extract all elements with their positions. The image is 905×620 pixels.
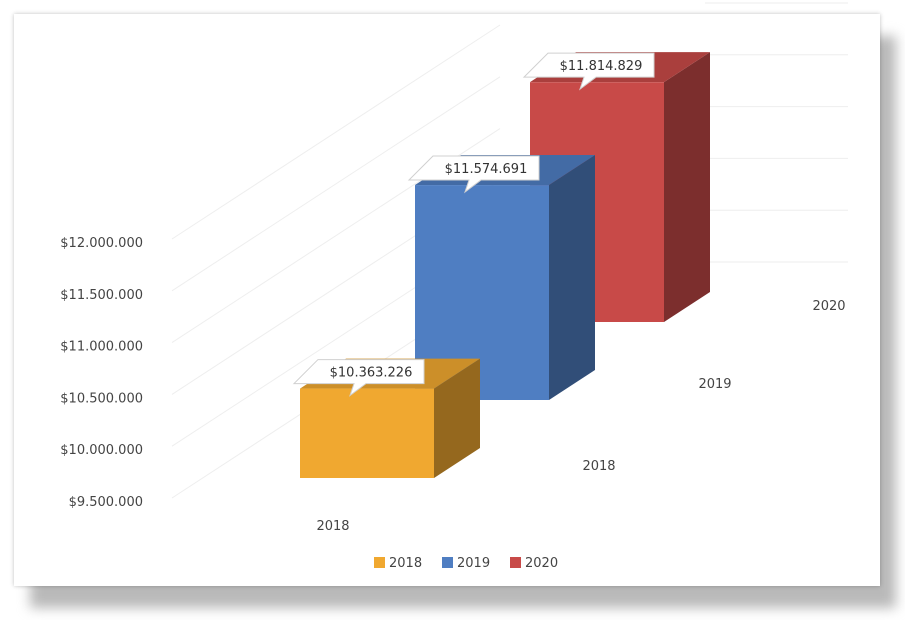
- depth-axis-label: 2020: [812, 299, 845, 314]
- y-tick-label: $11.000.000: [60, 340, 143, 355]
- legend-item-2018: 2018: [374, 556, 422, 571]
- data-label-2018: $10.363.226: [292, 359, 425, 397]
- legend-label: 2019: [457, 556, 490, 571]
- legend: 2018 2019 2020: [374, 556, 558, 571]
- data-label-2020: $11.814.829: [522, 52, 655, 91]
- data-labels: $10.363.226 $11.574.691 $11.814.829: [292, 52, 655, 397]
- depth-axis-label: 2018: [582, 459, 615, 474]
- bar-side-2020: [664, 52, 710, 322]
- gridline-diag: [171, 76, 501, 292]
- legend-label: 2020: [525, 556, 558, 571]
- data-label-text: $11.574.691: [445, 162, 528, 177]
- legend-label: 2018: [389, 556, 422, 571]
- data-label-text: $10.363.226: [330, 366, 413, 381]
- legend-item-2020: 2020: [510, 556, 558, 571]
- bar-front-2018: [300, 388, 434, 478]
- y-axis-ticks: $9.500.000 $10.000.000 $10.500.000 $11.000.…: [60, 236, 143, 510]
- y-tick-label: $11.500.000: [60, 288, 143, 303]
- legend-swatch: [374, 557, 385, 568]
- bar-side-2019: [549, 155, 595, 400]
- y-tick-label: $12.000.000: [60, 236, 143, 251]
- data-label-2019: $11.574.691: [407, 155, 540, 194]
- legend-item-2019: 2019: [442, 556, 490, 571]
- bar-side-2018: [434, 358, 480, 478]
- legend-swatch: [510, 557, 521, 568]
- x-category-label: 2018: [316, 519, 349, 534]
- data-label-text: $11.814.829: [560, 59, 643, 74]
- legend-swatch: [442, 557, 453, 568]
- depth-axis-label: 2019: [698, 377, 731, 392]
- category-labels: 2018 2018 2019 2020: [316, 299, 845, 534]
- y-tick-label: $10.000.000: [60, 443, 143, 458]
- y-tick-label: $10.500.000: [60, 391, 143, 406]
- y-tick-label: $9.500.000: [69, 495, 143, 510]
- bars: [300, 52, 710, 478]
- gridline-diag: [171, 24, 501, 240]
